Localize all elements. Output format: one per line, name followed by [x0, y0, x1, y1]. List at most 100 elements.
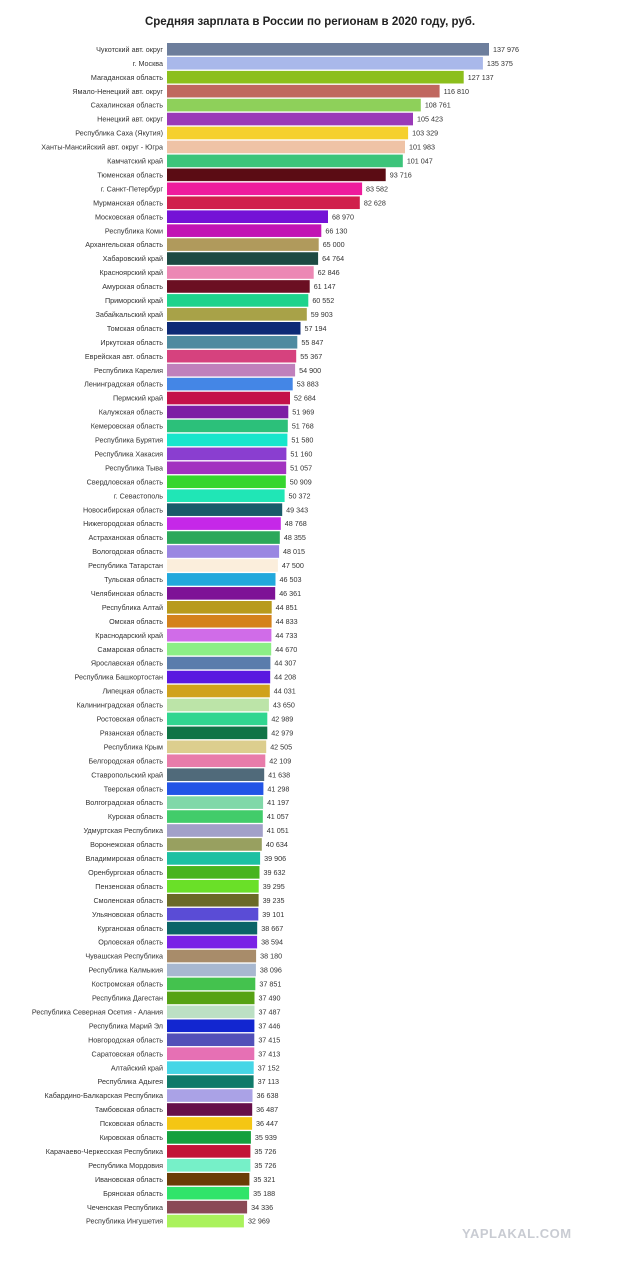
- bar: [167, 531, 280, 544]
- bar: [167, 684, 270, 698]
- value-label: 37 490: [258, 994, 280, 1003]
- bar: [167, 838, 262, 851]
- value-label: 43 650: [273, 701, 295, 710]
- category-label: Забайкальский край: [96, 310, 163, 319]
- value-label: 36 638: [257, 1091, 279, 1100]
- category-label: Чувашская Республика: [85, 952, 163, 961]
- bar: [167, 154, 403, 168]
- value-label: 37 851: [259, 980, 281, 989]
- value-label: 41 057: [267, 812, 289, 821]
- value-label: 64 764: [322, 254, 344, 263]
- category-label: Чеченская Республика: [87, 1203, 163, 1212]
- category-label: Ханты-Мансийский авт. округ - Югра: [41, 143, 163, 152]
- watermark-text: YAPLAKAL.COM: [462, 1226, 572, 1241]
- category-label: Тамбовская область: [95, 1105, 163, 1114]
- value-label: 35 188: [253, 1189, 275, 1198]
- bar: [167, 252, 319, 265]
- category-label: Саратовская область: [92, 1049, 164, 1058]
- value-label: 51 580: [291, 436, 313, 445]
- category-label: Республика Ингушетия: [86, 1217, 163, 1226]
- category-label: Пензенская область: [95, 882, 163, 891]
- bar: [167, 1033, 255, 1047]
- value-label: 41 051: [267, 826, 289, 835]
- value-label: 35 726: [254, 1161, 276, 1170]
- value-label: 57 194: [304, 324, 326, 333]
- category-label: Рязанская область: [100, 728, 163, 737]
- bar: [167, 726, 268, 740]
- value-label: 66 130: [325, 226, 347, 235]
- value-label: 32 969: [248, 1217, 270, 1226]
- bar: [167, 949, 257, 963]
- category-label: Мурманская область: [93, 198, 163, 207]
- value-label: 51 057: [290, 463, 312, 472]
- value-label: 53 883: [297, 380, 319, 389]
- value-label: 38 594: [261, 938, 283, 947]
- category-label: Ростовская область: [97, 715, 164, 724]
- bar: [167, 1061, 254, 1074]
- bar: [167, 670, 271, 684]
- category-label: Чукотский авт. округ: [96, 45, 163, 54]
- category-label: Томская область: [107, 324, 163, 333]
- category-label: Тверская область: [104, 784, 163, 793]
- bar: [167, 517, 281, 530]
- bar: [167, 1186, 250, 1200]
- value-label: 108 761: [425, 101, 451, 110]
- category-label: Республика Марий Эл: [89, 1021, 163, 1030]
- bar: [167, 963, 256, 977]
- value-label: 44 208: [274, 673, 296, 682]
- category-label: Курская область: [108, 812, 163, 821]
- value-label: 37 413: [258, 1049, 280, 1058]
- category-label: Липецкая область: [102, 687, 163, 696]
- bar: [167, 1159, 251, 1172]
- category-label: Республика Крым: [104, 742, 163, 751]
- bar: [167, 1172, 250, 1186]
- bar: [167, 1005, 255, 1019]
- category-label: Вологодская область: [92, 547, 163, 556]
- bar: [167, 712, 268, 726]
- bar: [167, 182, 363, 196]
- bar: [167, 294, 309, 307]
- bar: [167, 238, 319, 251]
- category-label: Республика Хакасия: [94, 449, 163, 458]
- value-label: 41 298: [267, 784, 289, 793]
- category-label: Иркутская область: [100, 338, 163, 347]
- value-label: 48 768: [285, 519, 307, 528]
- bar: [167, 335, 298, 349]
- value-label: 39 295: [263, 882, 285, 891]
- value-label: 41 638: [268, 770, 290, 779]
- category-label: Республика Адыгея: [98, 1077, 164, 1086]
- value-label: 60 552: [312, 296, 334, 305]
- bar: [167, 447, 287, 461]
- bar: [167, 740, 267, 754]
- category-label: Архангельская область: [85, 240, 163, 249]
- bar: [167, 168, 386, 182]
- bar: [167, 656, 271, 670]
- value-label: 137 976: [493, 45, 519, 54]
- value-label: 35 726: [254, 1147, 276, 1156]
- value-label: 61 147: [314, 282, 336, 291]
- category-label: Ненецкий авт. округ: [97, 115, 163, 124]
- bar: [167, 1103, 253, 1116]
- category-label: Орловская область: [98, 938, 163, 947]
- category-label: Камчатский край: [107, 157, 163, 166]
- bar: [167, 56, 483, 70]
- value-label: 37 446: [258, 1021, 280, 1030]
- bar: [167, 405, 289, 419]
- bar: [167, 1214, 244, 1228]
- category-label: Псковская область: [100, 1119, 163, 1128]
- bar: [167, 43, 489, 56]
- category-label: Сахалинская область: [91, 101, 164, 110]
- category-label: Удмуртская Республика: [83, 826, 163, 835]
- bar: [167, 503, 283, 516]
- value-label: 40 634: [266, 840, 288, 849]
- value-label: 44 670: [275, 645, 297, 654]
- bar: [167, 433, 288, 447]
- bar: [167, 322, 301, 335]
- value-label: 41 197: [267, 798, 289, 807]
- value-label: 37 487: [258, 1007, 280, 1016]
- bar: [167, 1145, 251, 1158]
- bar: [167, 196, 360, 210]
- category-label: Еврейская авт. область: [85, 352, 163, 361]
- category-label: Ярославская область: [91, 659, 163, 668]
- category-label: Челябинская область: [91, 589, 163, 598]
